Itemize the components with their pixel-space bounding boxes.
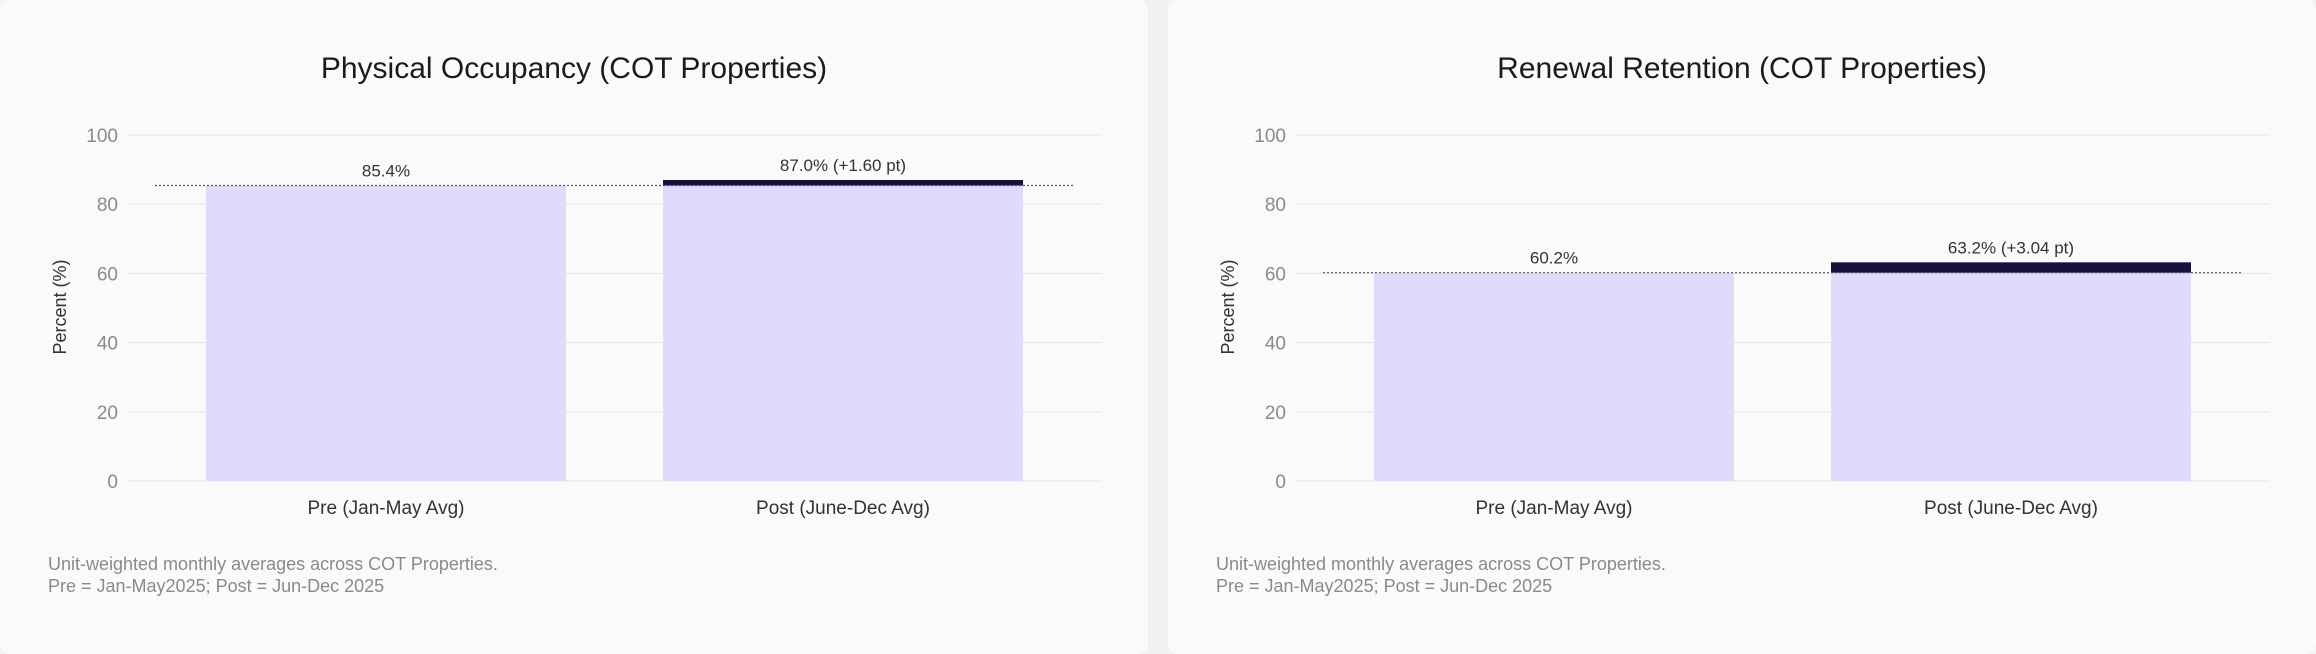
y-tick-label: 60: [97, 264, 118, 285]
y-tick-label: 40: [1265, 334, 1286, 355]
y-tick-label: 20: [1265, 403, 1286, 424]
data-label: 63.2% (+3.04 pt): [1948, 238, 2074, 257]
y-tick-label: 80: [97, 195, 118, 216]
occupancy-chart: Physical Occupancy (COT Properties) 0 20 4…: [48, 52, 1102, 596]
y-tick-label: 40: [97, 334, 118, 355]
y-tick-labels: 0 20 40 60 80 100: [1254, 126, 1286, 493]
y-tick-label: 100: [86, 126, 118, 147]
retention-chart: Renewal Retention (COT Properties) 0 20 40…: [1216, 52, 2270, 596]
bar-increase-segment: [1831, 262, 2191, 273]
chart-title: Renewal Retention (COT Properties): [1497, 52, 1987, 85]
x-category-label: Post (June-Dec Avg): [1924, 498, 2098, 519]
footnote-line-2: Pre = Jan-May2025; Post = Jun-Dec 2025: [1216, 576, 1552, 596]
y-tick-label: 100: [1254, 126, 1286, 147]
bar-pre: [206, 185, 566, 482]
y-axis-title: Percent (%): [1218, 259, 1238, 354]
bar-post: [1831, 272, 2191, 481]
footnote-line-1: Unit-weighted monthly averages across CO…: [48, 554, 498, 574]
bar-pre: [1374, 272, 1734, 481]
y-tick-label: 20: [97, 403, 118, 424]
data-labels: 85.4% 87.0% (+1.60 pt): [362, 156, 906, 181]
y-axis-title: Percent (%): [50, 259, 70, 354]
category-labels: Pre (Jan-May Avg) Post (June-Dec Avg): [308, 498, 930, 519]
category-labels: Pre (Jan-May Avg) Post (June-Dec Avg): [1476, 498, 2098, 519]
y-tick-labels: 0 20 40 60 80 100: [86, 126, 118, 493]
occupancy-chart-panel: Physical Occupancy (COT Properties) 0 20 4…: [0, 0, 1148, 654]
x-category-label: Post (June-Dec Avg): [756, 498, 930, 519]
retention-chart-panel: Renewal Retention (COT Properties) 0 20 40…: [1168, 0, 2316, 654]
footnote-line-1: Unit-weighted monthly averages across CO…: [1216, 554, 1666, 574]
data-label: 60.2%: [1530, 249, 1578, 268]
x-category-label: Pre (Jan-May Avg): [1476, 498, 1633, 519]
footnote-line-2: Pre = Jan-May2025; Post = Jun-Dec 2025: [48, 576, 384, 596]
chart-title: Physical Occupancy (COT Properties): [321, 52, 827, 85]
y-tick-label: 60: [1265, 264, 1286, 285]
bar-increase-segment: [663, 179, 1023, 186]
y-tick-label: 80: [1265, 195, 1286, 216]
bars: [206, 179, 1023, 482]
bar-post: [663, 185, 1023, 482]
x-category-label: Pre (Jan-May Avg): [308, 498, 465, 519]
data-label: 85.4%: [362, 162, 410, 181]
y-tick-label: 0: [1275, 472, 1286, 493]
y-tick-label: 0: [107, 472, 118, 493]
data-label: 87.0% (+1.60 pt): [780, 156, 906, 175]
bars: [1374, 262, 2191, 481]
data-labels: 60.2% 63.2% (+3.04 pt): [1530, 238, 2074, 267]
